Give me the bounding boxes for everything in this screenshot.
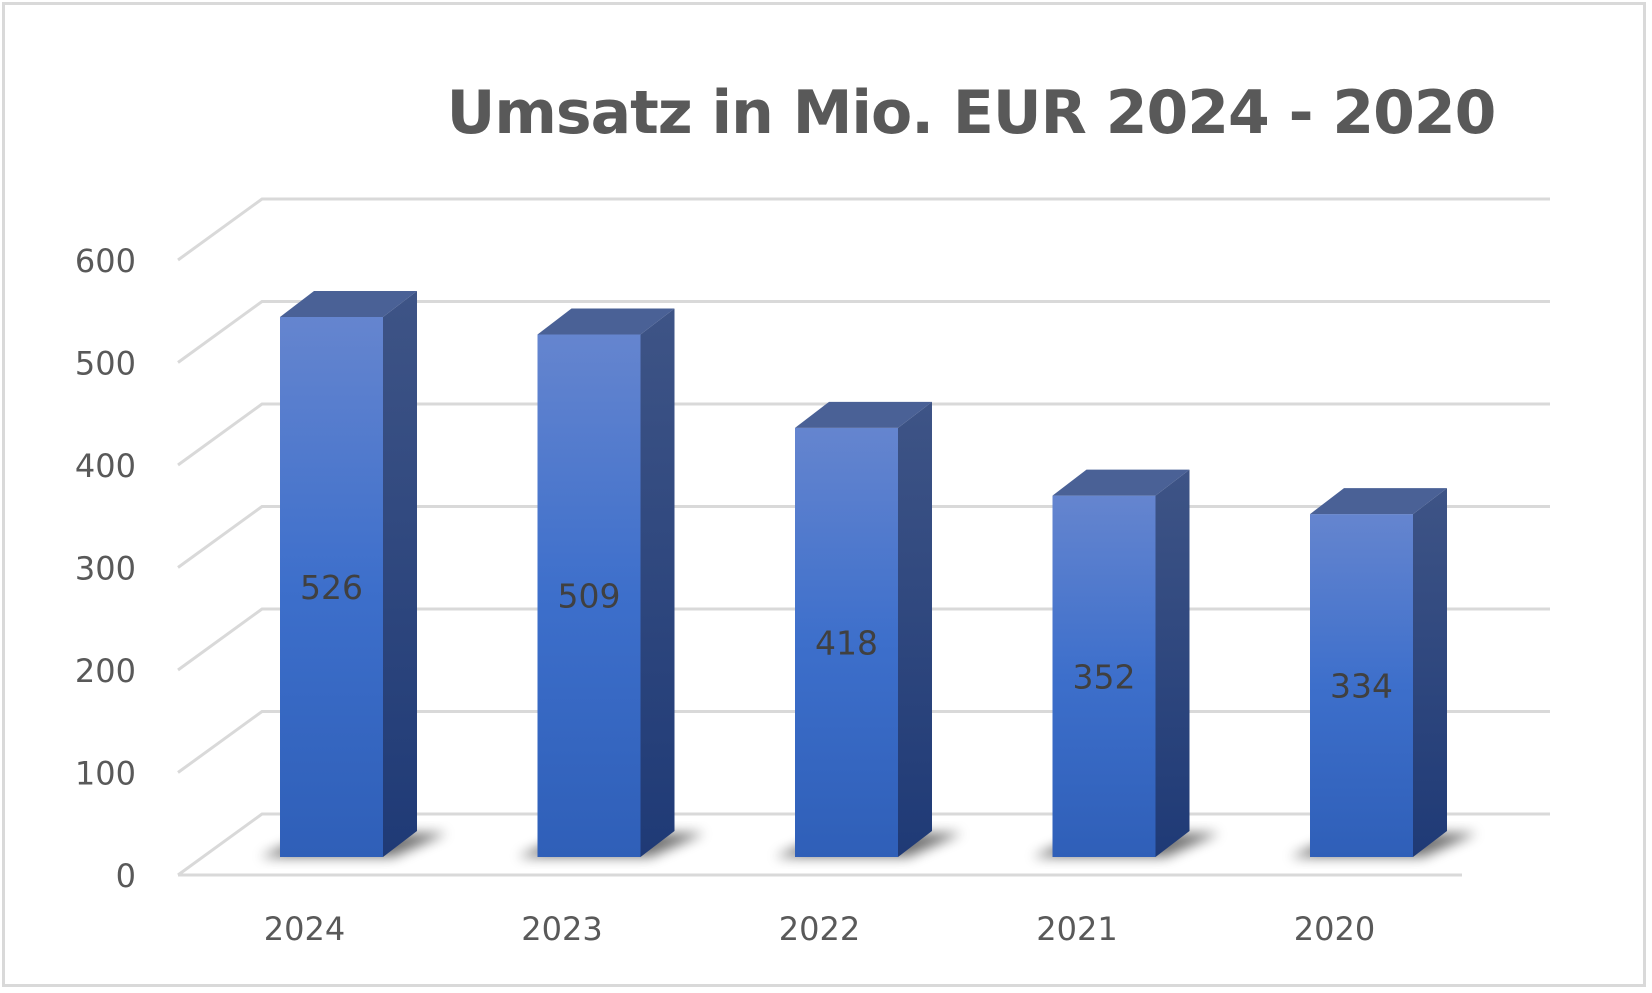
data-label: 334 xyxy=(1330,667,1393,706)
y-tick-label: 600 xyxy=(75,242,136,280)
data-label: 526 xyxy=(300,568,363,607)
bar-top xyxy=(795,401,932,428)
y-tick-label: 200 xyxy=(75,652,136,690)
bar-side xyxy=(1155,469,1190,857)
chart-title: Umsatz in Mio. EUR 2024 - 2020 xyxy=(446,78,1497,148)
bar-side xyxy=(640,308,675,857)
y-tick-label: 300 xyxy=(75,550,136,588)
bar-series: 526 509 418 352 334 xyxy=(260,291,1477,857)
bar-2020: 334 xyxy=(1290,488,1477,857)
y-tick-label: 100 xyxy=(75,755,136,793)
bar-side xyxy=(898,401,932,857)
gridline xyxy=(177,300,1550,364)
data-label: 418 xyxy=(815,623,878,662)
bar-front xyxy=(280,317,383,857)
y-tick-label: 400 xyxy=(75,447,136,485)
bar-2023: 509 xyxy=(517,308,705,857)
y-tick-label: 0 xyxy=(116,857,136,895)
bar-top xyxy=(1310,488,1447,515)
x-axis: 2024 2023 2022 2021 2020 xyxy=(264,910,1375,948)
bar-2024: 526 xyxy=(260,291,447,857)
bar-side xyxy=(383,291,417,857)
bar-2021: 352 xyxy=(1032,469,1220,857)
bar-top xyxy=(537,308,675,335)
bar-top xyxy=(1052,469,1190,496)
bar-top xyxy=(280,291,417,317)
bar-2022: 418 xyxy=(775,401,962,857)
x-tick-label: 2021 xyxy=(1036,910,1117,948)
gridline xyxy=(177,402,1550,467)
bar-side xyxy=(1413,488,1447,857)
bar-front xyxy=(1310,514,1413,857)
gridline xyxy=(177,197,1550,262)
x-tick-label: 2022 xyxy=(779,910,860,948)
x-tick-label: 2023 xyxy=(521,910,602,948)
x-tick-label: 2024 xyxy=(264,910,345,948)
bar-front xyxy=(795,427,898,857)
data-label: 509 xyxy=(558,577,621,616)
x-tick-label: 2020 xyxy=(1294,910,1375,948)
bar-front xyxy=(1052,495,1156,857)
bar-front xyxy=(537,334,641,857)
data-label: 352 xyxy=(1073,657,1136,696)
y-axis: 0 100 200 300 400 500 600 xyxy=(75,242,136,895)
y-tick-label: 500 xyxy=(75,345,136,383)
